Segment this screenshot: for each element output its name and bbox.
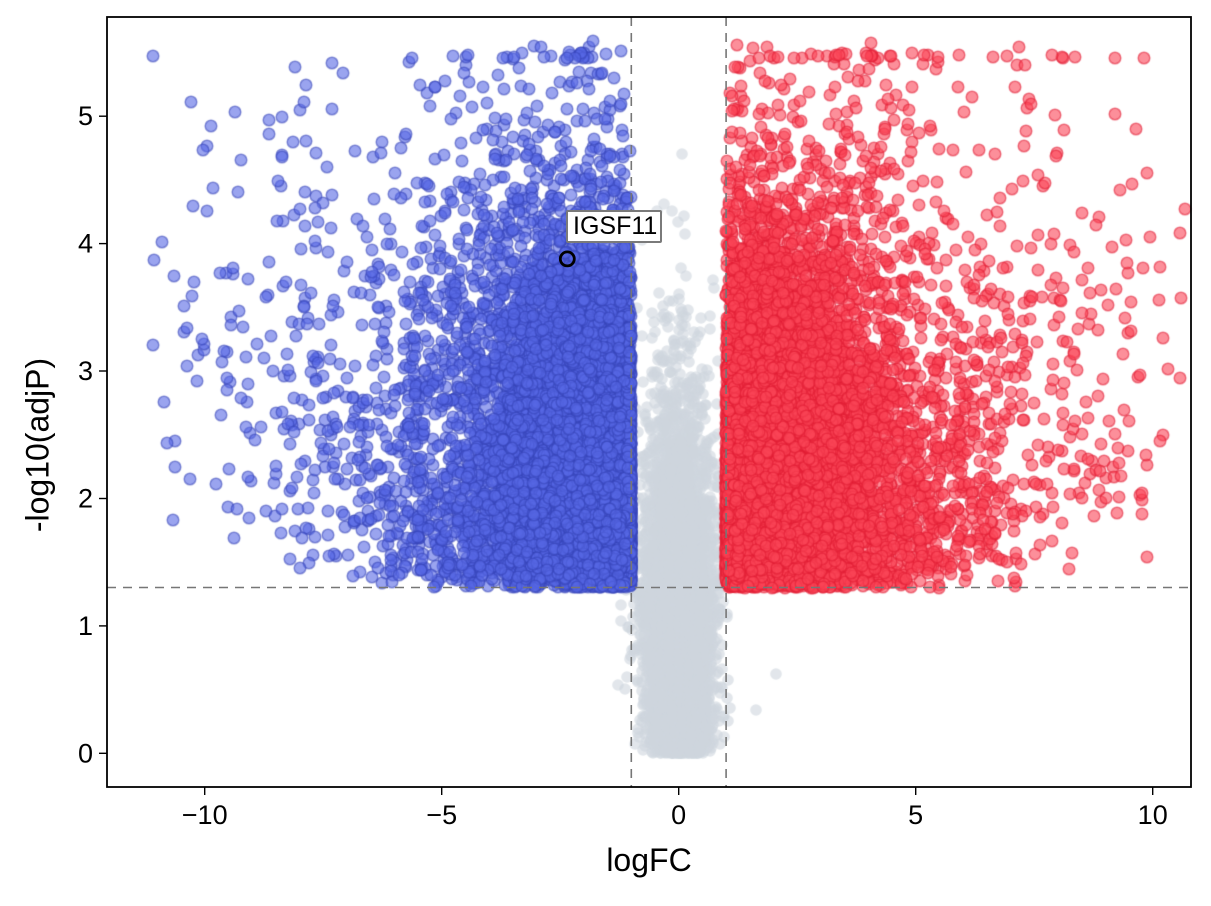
svg-text:1: 1 (78, 611, 93, 641)
svg-text:−5: −5 (426, 800, 457, 830)
svg-text:2: 2 (78, 484, 93, 514)
svg-text:5: 5 (908, 800, 923, 830)
svg-text:5: 5 (78, 101, 93, 131)
svg-text:3: 3 (78, 356, 93, 386)
svg-text:4: 4 (78, 229, 93, 259)
svg-text:0: 0 (671, 800, 686, 830)
svg-text:−10: −10 (182, 800, 228, 830)
svg-text:10: 10 (1138, 800, 1168, 830)
svg-text:0: 0 (78, 738, 93, 768)
